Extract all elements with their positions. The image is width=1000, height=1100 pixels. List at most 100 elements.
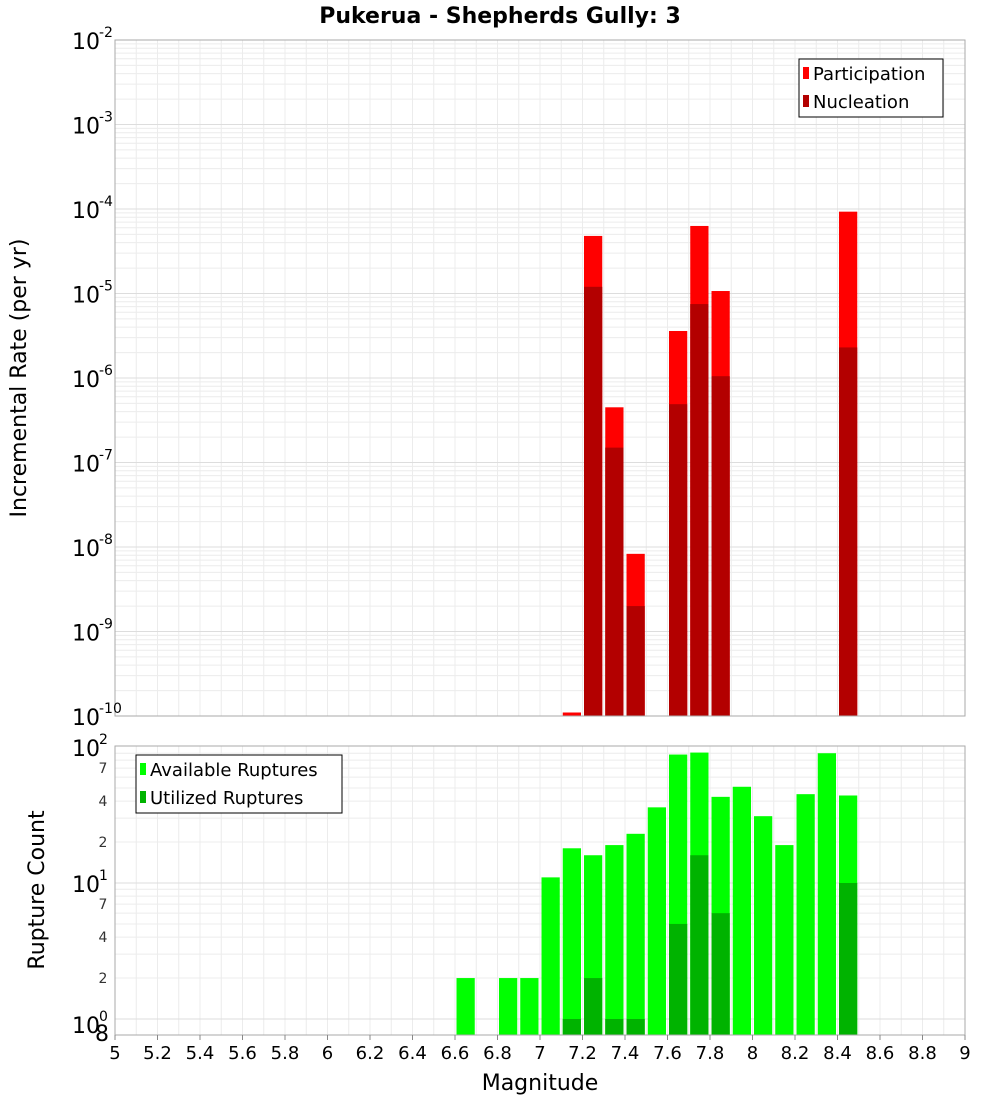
x-tick-label: 6.6 — [441, 1043, 470, 1064]
bottom-legend-box — [135, 754, 343, 814]
bottom-y-major-label: 10 1 — [72, 868, 108, 898]
bar-available-ruptures — [626, 833, 645, 1035]
bar-available-ruptures — [456, 978, 475, 1035]
x-tick-label: 7.4 — [611, 1043, 640, 1064]
x-tick-label: 6.2 — [356, 1043, 385, 1064]
bottom-y-tick-base: 10 — [72, 873, 100, 898]
bottom-y-tick-exponent: 2 — [99, 732, 108, 748]
legend-swatch-nucleation — [803, 95, 809, 107]
x-axis-title: Magnitude — [482, 1071, 599, 1096]
top-y-tick-label: 10 -4 — [72, 194, 113, 224]
bottom-legend: Available Ruptures Utilized Ruptures — [135, 754, 343, 814]
top-y-tick-label: 10 -9 — [72, 617, 113, 647]
bottom-y-minor-label: 4 — [99, 930, 108, 946]
bar-utilized-ruptures — [839, 883, 858, 1035]
top-y-tick-exponent: -8 — [99, 532, 113, 548]
legend-swatch-available — [140, 763, 146, 775]
x-tick-label: 7.2 — [568, 1043, 597, 1064]
legend-label-available: Available Ruptures — [150, 760, 318, 781]
bar-available-ruptures — [562, 848, 581, 1035]
bar-available-ruptures — [647, 807, 666, 1035]
bottom-y-bottom-label: 8 — [95, 1022, 109, 1047]
top-y-tick-exponent: -5 — [99, 279, 113, 295]
top-y-tick-exponent: -7 — [99, 448, 113, 464]
top-legend-box — [798, 58, 944, 118]
legend-label-nucleation: Nucleation — [813, 92, 909, 113]
top-y-tick-base: 10 — [72, 368, 100, 393]
x-tick-label: 5.2 — [143, 1043, 172, 1064]
top-y-tick-base: 10 — [72, 284, 100, 309]
bottom-y-minor-label: 7 — [99, 897, 108, 913]
bar-available-ruptures — [796, 794, 815, 1035]
bar-available-ruptures — [499, 978, 518, 1035]
bar-utilized-ruptures — [626, 1019, 645, 1035]
top-y-tick-exponent: -6 — [99, 363, 113, 379]
x-tick-label: 5.6 — [228, 1043, 257, 1064]
bar-available-ruptures — [754, 816, 773, 1035]
top-y-tick-exponent: -4 — [99, 194, 113, 210]
bottom-y-major-label: 10 0 — [72, 1009, 108, 1039]
top-y-tick-base: 10 — [72, 453, 100, 478]
bar-nucleation — [669, 404, 688, 716]
bar-utilized-ruptures — [562, 1019, 581, 1035]
bar-utilized-ruptures — [711, 913, 730, 1035]
bottom-y-axis-title: Rupture Count — [25, 810, 50, 970]
bar-utilized-ruptures — [669, 923, 688, 1035]
top-plot-frame — [114, 39, 966, 717]
x-tick-label: 7.8 — [696, 1043, 725, 1064]
top-y-tick-label: 10 -3 — [72, 110, 113, 140]
bottom-bars — [456, 752, 858, 1035]
bottom-y-tick-base: 10 — [72, 1014, 100, 1039]
top-y-tick-base: 10 — [72, 706, 100, 731]
bar-available-ruptures — [732, 786, 751, 1035]
top-y-tick-base: 10 — [72, 115, 100, 140]
x-tick-label: 8 — [747, 1043, 758, 1064]
bar-nucleation — [626, 606, 645, 716]
bar-nucleation — [584, 286, 603, 716]
top-plot: 10-210-310-410-510-610-710-810-910-10 In… — [7, 25, 966, 731]
top-bars — [562, 211, 858, 716]
bottom-y-minor-label: 4 — [99, 794, 108, 810]
top-y-tick-exponent: -10 — [99, 701, 122, 717]
top-legend: Participation Nucleation — [798, 58, 944, 118]
bar-available-ruptures — [775, 845, 794, 1035]
x-tick-label: 8.2 — [781, 1043, 810, 1064]
bar-participation — [562, 712, 581, 716]
top-y-tick-base: 10 — [72, 622, 100, 647]
chart-title: Pukerua - Shepherds Gully: 3 — [319, 4, 681, 29]
x-axis-ticks: 5 5.2 5.4 5.6 5.8 6 6.2 6.4 6.6 6.8 7 7.2 7.4 7.6 7.8 8… — [109, 1035, 971, 1064]
bottom-y-minor-label: 2 — [99, 835, 108, 851]
top-y-tick-exponent: -3 — [99, 110, 113, 126]
bar-available-ruptures — [817, 753, 836, 1035]
top-y-tick-label: 10 -8 — [72, 532, 113, 562]
bar-available-ruptures — [520, 978, 539, 1035]
x-tick-label: 9 — [959, 1043, 970, 1064]
top-y-tick-label: 10 -5 — [72, 279, 113, 309]
top-y-tick-base: 10 — [72, 30, 100, 55]
bar-nucleation — [711, 376, 730, 716]
x-tick-label: 5.8 — [271, 1043, 300, 1064]
bar-nucleation — [690, 304, 709, 716]
x-tick-label: 5.4 — [186, 1043, 215, 1064]
bar-nucleation — [839, 347, 858, 716]
legend-label-utilized: Utilized Ruptures — [150, 788, 303, 809]
x-tick-label: 8.4 — [823, 1043, 852, 1064]
x-tick-label: 8.8 — [908, 1043, 937, 1064]
top-y-tick-exponent: -9 — [99, 617, 113, 633]
top-y-tick-base: 10 — [72, 537, 100, 562]
x-tick-label: 6 — [322, 1043, 333, 1064]
top-y-tick-base: 10 — [72, 199, 100, 224]
top-y-tick-label: 10 -7 — [72, 448, 113, 478]
top-grid — [114, 40, 966, 717]
bottom-y-tick-exponent: 0 — [99, 1009, 108, 1025]
x-tick-label: 7.6 — [653, 1043, 682, 1064]
bottom-y-minor-label: 2 — [99, 971, 108, 987]
top-y-tick-label: 10 -2 — [72, 25, 113, 55]
bar-utilized-ruptures — [605, 1019, 624, 1035]
top-y-tick-exponent: -2 — [99, 25, 113, 41]
bar-utilized-ruptures — [584, 978, 603, 1035]
x-tick-label: 8.6 — [866, 1043, 895, 1064]
bar-utilized-ruptures — [690, 855, 709, 1035]
